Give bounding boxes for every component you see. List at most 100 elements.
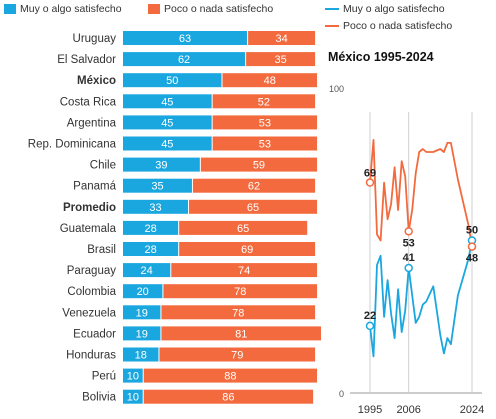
bar-satisfied: [123, 199, 189, 214]
line-series-unsatisfied: [369, 138, 473, 247]
category-label: Ecuador: [73, 328, 116, 340]
x-tick-label: 2024: [460, 404, 484, 416]
bar-satisfied: [123, 284, 163, 299]
category-label: Venezuela: [62, 307, 116, 319]
marker-satisfied: [404, 263, 413, 273]
bar-value-unsatisfied: 69: [241, 244, 253, 256]
bar-satisfied: [123, 157, 200, 172]
category-label: Bolivia: [82, 392, 116, 404]
bar-value-unsatisfied: 53: [259, 139, 271, 151]
bar-satisfied: [123, 242, 179, 256]
marker-unsatisfied: [467, 242, 477, 251]
bar-value-unsatisfied: 48: [264, 75, 276, 87]
bar-satisfied: [123, 73, 222, 88]
bar-value-satisfied: 45: [161, 96, 173, 108]
x-tick-label: 1995: [358, 404, 382, 416]
data-label: 53: [403, 237, 415, 249]
bar-satisfied: [123, 31, 248, 45]
line-chart-title: México 1995-2024: [328, 50, 434, 64]
bar-value-satisfied: 45: [161, 139, 173, 151]
bar-unsatisfied: [212, 94, 316, 109]
legend-item-unsatisfied: Poco o nada satisfecho: [148, 3, 273, 15]
bar-unsatisfied: [179, 242, 316, 256]
bar-value-unsatisfied: 88: [224, 371, 236, 383]
bar-unsatisfied: [163, 284, 318, 299]
category-label: Uruguay: [73, 33, 117, 45]
bar-value-unsatisfied: 74: [238, 265, 250, 277]
bar-value-satisfied: 19: [136, 307, 148, 319]
bar-value-unsatisfied: 59: [253, 160, 265, 172]
legend-label-satisfied: Muy o algo satisfecho: [20, 3, 122, 15]
marker-satisfied: [365, 321, 375, 331]
legend-line-unsatisfied: Poco o nada satisfecho: [325, 20, 452, 32]
bar-unsatisfied: [212, 136, 318, 151]
bar-value-satisfied: 28: [144, 223, 156, 235]
legend-line-label-unsatisfied: Poco o nada satisfecho: [343, 20, 453, 32]
data-label: 50: [466, 225, 478, 237]
category-label: Argentina: [67, 117, 117, 129]
marker-unsatisfied: [404, 227, 413, 236]
bar-value-satisfied: 10: [127, 371, 139, 383]
bar-unsatisfied: [179, 220, 308, 235]
bar-unsatisfied: [222, 73, 318, 88]
legend-swatch-satisfied: [4, 4, 16, 14]
legend-line-swatch-unsatisfied: [325, 25, 339, 27]
bar-value-satisfied: 10: [127, 392, 139, 404]
category-label: Guatemala: [60, 223, 117, 235]
data-label: 41: [403, 252, 415, 264]
bar-value-satisfied: 18: [135, 350, 147, 362]
bar-value-unsatisfied: 53: [259, 117, 271, 129]
category-label: Rep. Dominicana: [28, 139, 117, 151]
legend-line-swatch-satisfied: [325, 8, 339, 10]
category-label: Paraguay: [67, 265, 116, 277]
bar-value-satisfied: 20: [137, 286, 149, 298]
bar-satisfied: [123, 52, 246, 67]
bar-value-unsatisfied: 52: [258, 96, 270, 108]
bar-value-satisfied: 50: [166, 75, 178, 87]
category-label: Chile: [90, 160, 116, 172]
bar-unsatisfied: [248, 31, 316, 45]
bar-value-unsatisfied: 65: [247, 202, 259, 214]
bar-value-satisfied: 45: [161, 117, 173, 129]
bar-satisfied: [123, 136, 212, 151]
bar-value-unsatisfied: 62: [248, 181, 260, 193]
bar-satisfied: [123, 368, 143, 383]
category-label: Panamá: [73, 181, 116, 193]
legend-label-unsatisfied: Poco o nada satisfecho: [164, 3, 274, 15]
category-label: Brasil: [87, 244, 116, 256]
legend-line-label-satisfied: Muy o algo satisfecho: [343, 3, 445, 15]
bar-value-satisfied: 28: [144, 244, 156, 256]
bar-satisfied: [123, 263, 171, 278]
bar-satisfied: [123, 347, 159, 362]
bar-unsatisfied: [159, 347, 316, 362]
category-label: Perú: [92, 371, 116, 383]
bar-satisfied: [123, 389, 143, 404]
category-label: Costa Rica: [60, 96, 117, 108]
bar-satisfied: [123, 220, 179, 235]
bar-unsatisfied: [200, 157, 318, 172]
legend-item-satisfied: Muy o algo satisfecho: [4, 3, 122, 15]
bar-unsatisfied: [143, 389, 314, 404]
bar-satisfied: [123, 115, 212, 130]
bar-value-satisfied: 63: [179, 33, 191, 45]
marker-unsatisfied: [365, 178, 375, 187]
category-label: México: [77, 75, 116, 87]
bar-value-satisfied: 62: [178, 54, 190, 66]
bar-satisfied: [123, 326, 161, 341]
bar-unsatisfied: [161, 305, 316, 320]
legend-swatch-unsatisfied: [148, 4, 160, 14]
bar-value-satisfied: 39: [155, 160, 167, 172]
bar-value-unsatisfied: 86: [222, 392, 234, 404]
data-label: 22: [364, 310, 376, 322]
bar-value-satisfied: 35: [151, 181, 163, 193]
bar-value-unsatisfied: 34: [275, 33, 287, 45]
bar-value-unsatisfied: 35: [274, 54, 286, 66]
x-tick-label: 2006: [396, 404, 420, 416]
bar-satisfied: [123, 94, 212, 109]
bar-value-satisfied: 19: [136, 328, 148, 340]
bar-value-unsatisfied: 78: [234, 286, 246, 298]
bar-unsatisfied: [189, 199, 318, 214]
y-tick-label: 0: [339, 389, 344, 399]
